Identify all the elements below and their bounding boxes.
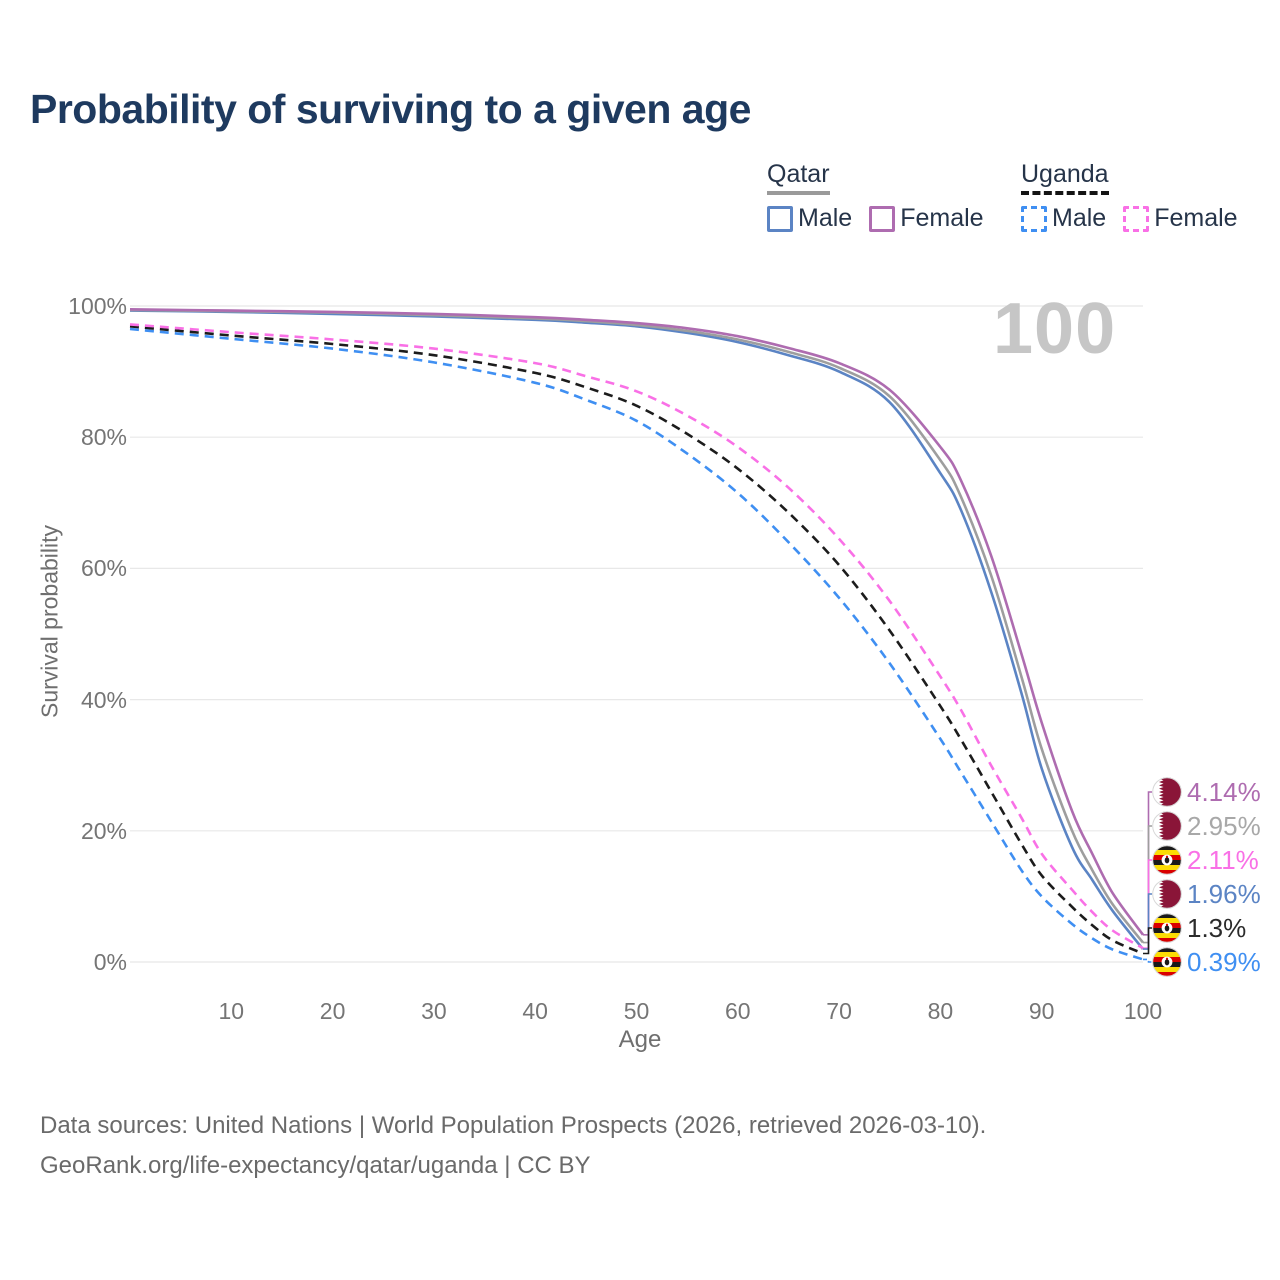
legend-label-uganda-male: Male [1052, 204, 1107, 232]
x-tick-label: 40 [522, 998, 548, 1024]
series-line-uganda-female[interactable] [129, 323, 1144, 950]
end-label-connector-uganda-male [1143, 958, 1152, 963]
x-tick-label: 50 [623, 998, 650, 1024]
x-tick-label: 70 [826, 998, 852, 1024]
uganda-female-swatch-icon [1123, 205, 1150, 232]
end-label-row-qatar-male[interactable]: 1.96% [1152, 879, 1261, 909]
legend-group-qatar: Qatar Male Female [767, 160, 1001, 233]
x-tick-label: 100 [1123, 998, 1163, 1024]
legend-label-uganda-female: Female [1154, 204, 1238, 232]
legend-group-uganda: Uganda Male Female [1021, 160, 1255, 233]
legend-item-uganda-male[interactable]: Male [1021, 204, 1106, 233]
qatar-flag-icon [1152, 777, 1182, 807]
legend-label-qatar-female: Female [900, 204, 984, 232]
end-label-connector-uganda-both-sexes [1143, 927, 1152, 955]
end-label-value: 2.11% [1187, 844, 1259, 875]
series-line-uganda-male[interactable] [129, 327, 1144, 961]
qatar-male-swatch-icon [767, 205, 793, 232]
legend-item-qatar-male[interactable]: Male [767, 204, 852, 233]
x-axis-title: Age [618, 1026, 662, 1053]
end-label-connector-qatar-male [1143, 893, 1152, 950]
end-label-row-uganda-both-sexes[interactable]: 1.3% [1152, 913, 1246, 943]
uganda-flag-icon [1152, 913, 1182, 943]
footer-sources: Data sources: United Nations | World Pop… [40, 1112, 987, 1139]
qatar-female-swatch-icon [869, 205, 896, 232]
end-label-connector-qatar-female [1143, 791, 1152, 936]
x-tick-label: 60 [725, 998, 751, 1024]
x-tick-label: 20 [319, 998, 346, 1024]
uganda-male-swatch-icon [1021, 205, 1047, 232]
end-label-row-uganda-male[interactable]: 0.39% [1152, 947, 1261, 977]
y-tick-label: 20% [80, 817, 127, 844]
end-label-row-qatar-both-sexes[interactable]: 2.95% [1152, 811, 1261, 841]
y-tick-label: 40% [80, 686, 127, 713]
end-label-value: 1.96% [1187, 878, 1261, 909]
legend-item-uganda-female[interactable]: Female [1123, 204, 1238, 233]
uganda-flag-icon [1152, 947, 1182, 977]
uganda-flag-icon [1152, 845, 1182, 875]
chart-title: Probability of surviving to a given age [30, 86, 751, 132]
end-label-value: 0.39% [1187, 946, 1261, 977]
legend-label-qatar-male: Male [798, 204, 853, 232]
y-tick-label: 100% [68, 293, 127, 319]
end-label-row-qatar-female[interactable]: 4.14% [1152, 777, 1261, 807]
legend-country-uganda[interactable]: Uganda [1021, 160, 1109, 195]
legend-item-qatar-female[interactable]: Female [869, 204, 984, 233]
y-tick-label: 80% [80, 424, 127, 451]
x-tick-label: 30 [421, 998, 447, 1024]
x-tick-label: 90 [1028, 998, 1055, 1024]
end-label-value: 4.14% [1187, 776, 1261, 807]
y-axis-title: Survival probability [36, 524, 63, 719]
end-label-connector-qatar-both-sexes [1143, 825, 1152, 944]
y-tick-label: 60% [80, 555, 127, 582]
series-line-uganda-both-sexes[interactable] [129, 325, 1144, 955]
x-tick-label: 10 [218, 998, 245, 1024]
footer: Data sources: United Nations | World Pop… [40, 1106, 986, 1187]
footer-link[interactable]: GeoRank.org/life-expectancy/qatar/uganda… [40, 1152, 591, 1180]
end-label-row-uganda-female[interactable]: 2.11% [1152, 845, 1259, 875]
end-label-value: 1.3% [1187, 912, 1247, 943]
qatar-flag-icon [1152, 879, 1182, 909]
series-line-qatar-female[interactable] [129, 308, 1145, 936]
legend-country-qatar[interactable]: Qatar [767, 160, 830, 195]
y-tick-label: 0% [93, 949, 127, 975]
age-watermark: 100 [993, 289, 1117, 369]
x-tick-label: 80 [927, 998, 954, 1024]
qatar-flag-icon [1152, 811, 1182, 841]
end-label-value: 2.95% [1187, 810, 1261, 841]
